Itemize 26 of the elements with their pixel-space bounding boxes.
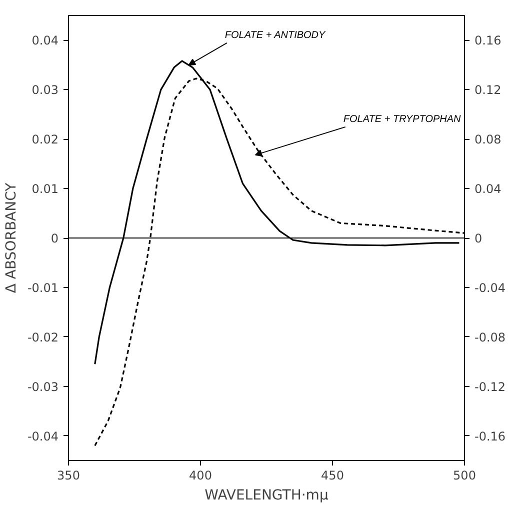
y-tick-label: 0 [50,232,59,246]
y2-tick-label: 0.12 [474,83,502,98]
y2-tick-label: 0.16 [474,34,502,48]
y2-tick-label: 0.04 [474,182,502,196]
y-tick-label: 0.04 [32,34,58,48]
y-tick-label: -0.03 [27,380,59,394]
y-tick-label: 0.01 [32,182,58,196]
annotation: FOLATE + TRYPTOPHAN [343,114,462,125]
annotation: FOLATE + ANTIBODY [224,30,327,41]
y-tick-label: -0.02 [27,330,59,344]
y-tick-label: 0.02 [32,132,58,147]
x-tick-label: 450 [321,468,344,482]
x-tick-label: 500 [453,468,476,482]
x-tick-label: 350 [57,468,80,482]
y2-tick-label: -0.16 [474,429,506,444]
y2-tick-label: -0.04 [474,280,506,295]
y-tick-label: -0.01 [27,280,59,295]
x-tick-label: 400 [189,468,212,482]
y-tick-label: 0.03 [32,83,58,98]
y-tick-label: -0.04 [27,429,59,444]
y2-tick-label: 0 [474,232,482,246]
y2-tick-label: -0.08 [474,330,506,344]
y-axis-title: Δ ABSORBANCY [3,182,20,294]
y2-tick-label: 0.08 [474,132,502,147]
y2-tick-label: -0.12 [474,380,506,394]
x-axis-title: WAVELENGTH·mμ [204,488,328,504]
